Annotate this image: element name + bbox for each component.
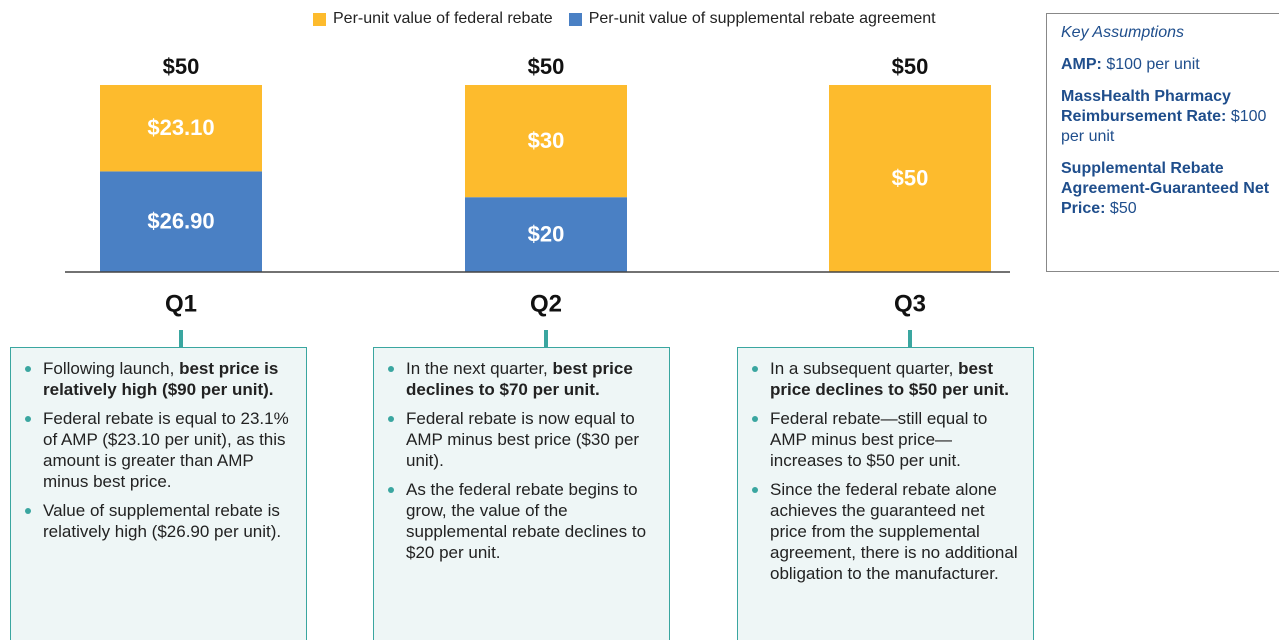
bullet-text: best price is relatively high ($90 per u… [43, 359, 279, 399]
category-label: Q1 [165, 290, 197, 317]
bullet: Following launch, best price is relative… [25, 358, 296, 400]
bullet-text: Federal rebate—still equal to AMP minus … [770, 409, 988, 470]
note-box: In the next quarter, best price declines… [373, 347, 670, 640]
value-label: $20 [528, 221, 565, 246]
key-assumptions: Key Assumptions AMP: $100 per unit MassHe… [1046, 13, 1279, 272]
total-label: $50 [163, 54, 200, 79]
bullet-text: best price declines to $70 per unit. [406, 359, 633, 399]
assumption-text: $100 per unit [1101, 56, 1200, 73]
bullet: In the next quarter, best price declines… [388, 358, 659, 400]
connector [544, 330, 548, 347]
legend: Per-unit value of federal rebate Per-unit… [313, 10, 936, 28]
value-label: $50 [892, 165, 929, 190]
connector [908, 330, 912, 347]
bullet: In a subsequent quarter, best price decl… [752, 358, 1023, 400]
connector [179, 330, 183, 347]
assumption-label: MassHealth Pharmacy Reimbursement Rate: [1061, 88, 1231, 125]
value-label: $23.10 [147, 115, 214, 140]
bar-segment [100, 85, 262, 172]
assumption: Supplemental Rebate Agreement-Guaranteed… [1061, 159, 1276, 219]
legend-item: Per-unit value of federal rebate [313, 10, 553, 28]
value-label: $30 [528, 128, 565, 153]
bullet-text: In the next quarter, [406, 359, 553, 378]
assumption-label: Supplemental Rebate Agreement-Guaranteed… [1061, 160, 1270, 217]
value-label: $26.90 [147, 209, 214, 234]
bullet: Since the federal rebate alone achieves … [752, 479, 1023, 584]
bullet: Value of supplemental rebate is relative… [25, 500, 296, 542]
total-label: $50 [892, 54, 929, 79]
bullet: As the federal rebate begins to grow, th… [388, 479, 659, 563]
bullet-text: Since the federal rebate alone achieves … [770, 480, 1018, 583]
bar-segment [100, 171, 262, 272]
bullet-text: Federal rebate is equal to 23.1% of AMP … [43, 409, 289, 491]
bullet-list: In the next quarter, best price declines… [386, 358, 659, 563]
assumption-text: $100 per unit [1061, 108, 1267, 145]
assumption: AMP: $100 per unit [1061, 55, 1276, 75]
assumption-label: AMP: [1061, 56, 1102, 73]
category-label: Q2 [530, 290, 562, 317]
legend-label: Per-unit value of federal rebate [333, 10, 553, 27]
bullet-text: In a subsequent quarter, [770, 359, 959, 378]
legend-label: Per-unit value of supplemental rebate ag… [588, 10, 936, 27]
note-box: Following launch, best price is relative… [10, 347, 307, 640]
bar-segment [465, 197, 627, 272]
bullet-text: Following launch, [43, 359, 180, 378]
assumption-text: $50 [1105, 200, 1137, 217]
note-box: In a subsequent quarter, best price decl… [737, 347, 1034, 640]
key-assumptions-title: Key Assumptions [1061, 24, 1185, 41]
bullet-list: Following launch, best price is relative… [23, 358, 296, 542]
bar-segment [465, 85, 627, 198]
bullet-text: As the federal rebate begins to grow, th… [406, 480, 647, 562]
bullet-text: best price declines to $50 per unit. [770, 359, 1010, 399]
bar-segment [829, 85, 991, 272]
bullet: Federal rebate is equal to 23.1% of AMP … [25, 408, 296, 492]
bullet: Federal rebate—still equal to AMP minus … [752, 408, 1023, 471]
assumption: MassHealth Pharmacy Reimbursement Rate: … [1061, 87, 1276, 147]
legend-item: Per-unit value of supplemental rebate ag… [568, 10, 936, 28]
bullet-text: Federal rebate is now equal to AMP minus… [406, 409, 640, 470]
chart: $26.90 $23.10 $50 Q1 $20 $30 $50 Q2 $50 $50 Q3 [65, 54, 1010, 347]
category-label: Q3 [894, 290, 926, 317]
total-label: $50 [528, 54, 565, 79]
bullet: Federal rebate is now equal to AMP minus… [388, 408, 659, 471]
legend-swatch [568, 12, 582, 26]
bullet-list: In a subsequent quarter, best price decl… [750, 358, 1023, 584]
bullet-text: Value of supplemental rebate is relative… [43, 501, 282, 541]
legend-swatch [313, 12, 326, 26]
